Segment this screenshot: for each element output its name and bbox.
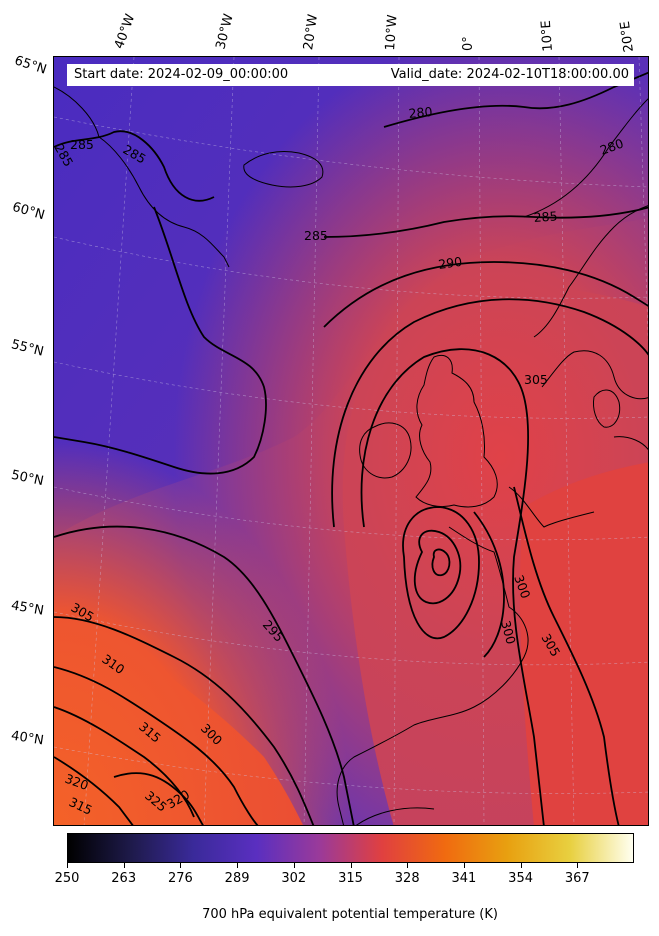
colorbar-tick-mark (237, 863, 239, 868)
contour-label: 280 (408, 104, 433, 121)
valid-date-text: Valid_date: 2024-02-10T18:00:00.00 (390, 67, 629, 82)
colorbar-tick-mark (123, 863, 125, 868)
colorbar-tick-mark (520, 863, 522, 868)
lon-label-20w: 20°W (301, 13, 321, 51)
lat-label-55n: 55°N (9, 337, 46, 360)
colorbar-tick-label: 289 (224, 871, 250, 886)
lat-label-45n: 45°N (9, 598, 45, 619)
contour-label: 290 (437, 254, 463, 272)
contour-label: 300 (498, 619, 519, 646)
lon-label-10w: 10°W (383, 14, 401, 51)
map-panel: 280 280 285 285 285 285 285 290 295 300 … (53, 56, 649, 826)
colorbar-tick-label: 367 (564, 871, 590, 886)
contour-label: 305 (524, 372, 548, 387)
contour-label: 285 (70, 137, 94, 152)
lon-label-20e: 20°E (617, 20, 637, 54)
graticule (54, 57, 648, 825)
map-canvas: 280 280 285 285 285 285 285 290 295 300 … (54, 57, 648, 825)
colorbar-tick-label: 302 (281, 871, 307, 886)
colorbar-tick-label: 276 (167, 871, 193, 886)
lon-label-0: 0° (461, 36, 476, 51)
colorbar-tick-mark (293, 863, 295, 868)
colorbar-tick-mark (463, 863, 465, 868)
colorbar-tick-label: 328 (394, 871, 420, 886)
colorbar-tick-mark (67, 863, 68, 868)
lon-label-30w: 30°W (213, 12, 237, 51)
colorbar-tick-mark (577, 863, 579, 868)
lat-label-40n: 40°N (10, 728, 45, 749)
colorbar (67, 833, 634, 863)
colorbar-tick-label: 354 (508, 871, 534, 886)
colorbar-tick-mark (350, 863, 352, 868)
colorbar-tick-label: 263 (111, 871, 137, 886)
lat-label-60n: 60°N (10, 199, 47, 224)
date-info-bar: Start date: 2024-02-09_00:00:00 Valid_da… (67, 64, 634, 86)
lat-label-50n: 50°N (9, 467, 45, 490)
colorbar-title: 700 hPa equivalent potential temperature… (202, 907, 498, 922)
lon-label-10e: 10°E (538, 19, 556, 53)
contour-label: 285 (533, 208, 558, 225)
colorbar-tick-label: 341 (451, 871, 477, 886)
coastlines (54, 86, 648, 825)
colorbar-tick-mark (407, 863, 409, 868)
contour-label: 285 (304, 228, 328, 243)
lon-label-40w: 40°W (111, 12, 139, 51)
colorbar-tick-label: 315 (338, 871, 363, 886)
start-date-text: Start date: 2024-02-09_00:00:00 (74, 67, 289, 82)
lat-label-65n: 65°N (12, 53, 49, 78)
colorbar-tick-label: 250 (54, 871, 80, 886)
colorbar-tick-mark (180, 863, 182, 868)
contours (54, 71, 648, 825)
